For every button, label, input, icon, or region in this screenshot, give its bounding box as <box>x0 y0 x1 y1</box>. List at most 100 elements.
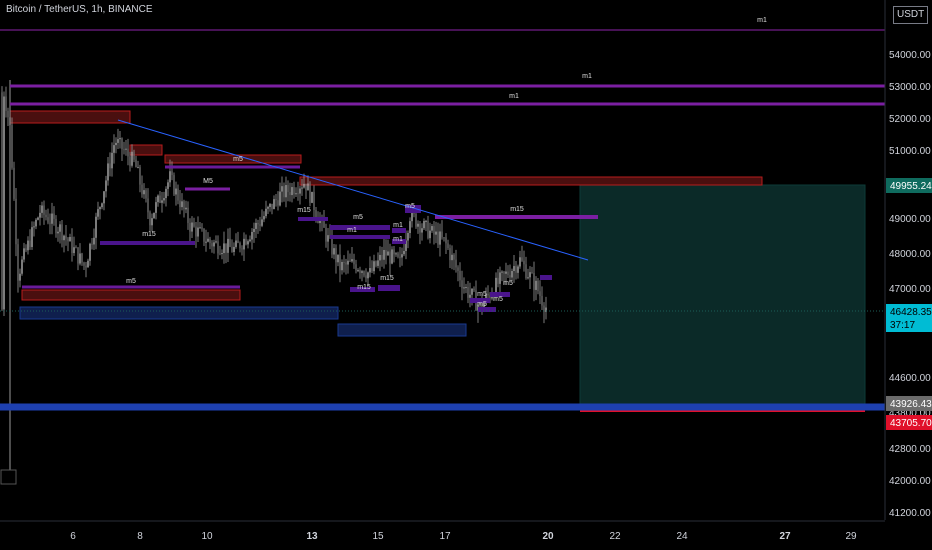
candle-body <box>111 152 113 169</box>
candle-body <box>287 185 289 193</box>
candle-body <box>517 266 519 273</box>
candle-body <box>341 261 343 271</box>
price-unit-label[interactable]: USDT <box>893 6 929 24</box>
price-tick-label: 49000.00 <box>889 214 931 225</box>
level-label: m15 <box>510 206 524 213</box>
candle-body <box>131 151 133 166</box>
target-zone <box>579 184 866 406</box>
candle-body <box>383 249 385 260</box>
level-label: m15 <box>357 284 371 291</box>
candle-body <box>269 203 271 207</box>
candle-body <box>405 240 407 251</box>
candle-body <box>65 235 67 239</box>
time-tick-label: 6 <box>70 531 76 542</box>
level-label: M5 <box>203 178 213 185</box>
candle-body <box>481 301 483 308</box>
candle-body <box>255 222 257 229</box>
candle-body <box>531 272 533 274</box>
candle-body <box>439 231 441 245</box>
candle-body <box>515 266 517 273</box>
candle-body <box>265 208 267 217</box>
time-axis[interactable]: 6 8 10 13 15 17 20 22 24 27 29 <box>0 520 885 542</box>
candle-body <box>501 271 503 273</box>
level-label: m5 <box>477 301 487 308</box>
candle-body <box>211 243 213 247</box>
supply-zone <box>21 289 241 301</box>
purple-level-zone <box>478 307 496 312</box>
candle-body <box>119 138 121 140</box>
candle-body <box>529 272 531 278</box>
level-label: m1 <box>757 17 767 24</box>
time-tick-label: 15 <box>372 531 384 542</box>
candle-body <box>409 221 411 233</box>
candle-body <box>361 271 363 273</box>
candle-body <box>509 275 511 278</box>
candle-body <box>31 227 33 247</box>
candle-body <box>169 171 171 183</box>
candle-body <box>69 236 71 242</box>
candle-body <box>165 188 167 199</box>
candle-body <box>541 296 543 306</box>
candle-body <box>77 247 79 264</box>
price-tick-label: 54000.00 <box>889 50 931 61</box>
candle-body <box>177 188 179 201</box>
candle-body <box>519 257 521 267</box>
level-label: m1 <box>509 93 519 100</box>
price-tag-label: 43705.70 <box>890 418 932 429</box>
level-label: m1 <box>347 227 357 234</box>
supply-zone <box>164 154 302 164</box>
level-labels-layer: m1 m1 m1 m15 m5 M5 m15 m5 m15 m5 m1 m1 m1 m5 m15 m15 m5 m… <box>126 17 767 308</box>
candle-body <box>157 195 159 203</box>
candle-body <box>135 159 137 168</box>
candle-body <box>163 198 165 201</box>
candle-body <box>399 256 401 258</box>
candle-body <box>367 272 369 279</box>
candle-body <box>125 148 127 150</box>
candle-body <box>397 253 399 257</box>
candle-body <box>385 249 387 256</box>
candle-body <box>105 180 107 192</box>
candle-body <box>433 226 435 235</box>
price-axis[interactable]: 54000.0053000.0052000.0051000.0050000.00… <box>884 0 932 520</box>
price-tick-label: 47000.00 <box>889 284 931 295</box>
candles-layer <box>0 80 547 485</box>
candle-body <box>25 248 27 251</box>
price-tick-label: 42000.00 <box>889 476 931 487</box>
candle-body <box>127 148 129 157</box>
candle-body <box>145 190 147 199</box>
candle-body <box>19 273 21 281</box>
time-tick-label: 17 <box>439 531 451 542</box>
candle-body <box>307 183 309 191</box>
candle-body <box>523 260 525 265</box>
purple-level-zone <box>392 228 406 233</box>
candle-body <box>463 287 465 289</box>
candle-body <box>297 193 299 195</box>
candle-body <box>539 291 541 297</box>
candle-body <box>49 222 51 224</box>
candle-body <box>191 222 193 232</box>
price-tick-label: 44600.00 <box>889 373 931 384</box>
trendline <box>117 119 589 261</box>
candle-body <box>333 248 335 255</box>
candle-body <box>109 163 111 169</box>
candle-body <box>117 139 119 143</box>
chart-title: Bitcoin / TetherUS, 1h, BINANCE <box>6 4 153 15</box>
candle-body <box>263 216 265 220</box>
candle-body <box>133 151 135 160</box>
purple-level-zone <box>405 205 421 213</box>
candle-body <box>35 219 37 227</box>
candle-body <box>205 241 207 243</box>
candle-body <box>347 260 349 265</box>
purple-level-zone <box>490 292 510 297</box>
candle-body <box>251 231 253 240</box>
price-tag-countdown: 37:17 <box>890 320 915 331</box>
candle-body <box>511 271 513 278</box>
candle-body <box>441 231 443 238</box>
candle-body <box>449 248 451 261</box>
candle-body <box>373 261 375 272</box>
time-tick-label: 10 <box>201 531 213 542</box>
candle-body <box>271 203 273 210</box>
purple-level-zone <box>330 235 390 239</box>
candle-body <box>57 231 59 234</box>
